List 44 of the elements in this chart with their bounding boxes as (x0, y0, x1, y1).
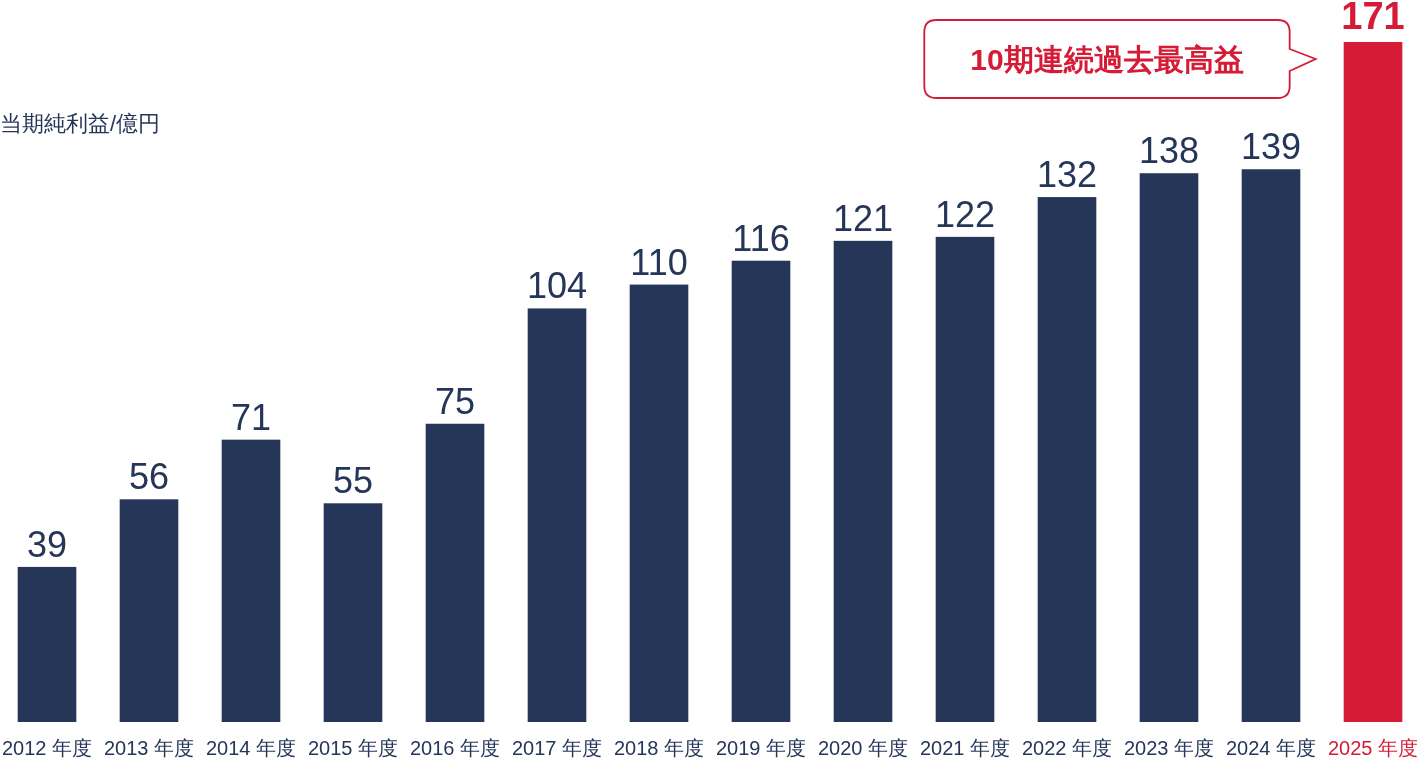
x-tick-label: 2020 年度 (817, 737, 909, 759)
bar (731, 260, 791, 722)
bar (323, 503, 383, 722)
data-label: 132 (1036, 154, 1098, 196)
bar (629, 284, 689, 722)
x-tick-label: 2018 年度 (613, 737, 705, 759)
bar (119, 499, 179, 722)
data-label: 55 (332, 460, 374, 502)
bar (17, 566, 77, 722)
x-tick-label: 2012 年度 (1, 737, 93, 759)
bar (1037, 197, 1097, 722)
data-label: 138 (1138, 130, 1200, 172)
data-label: 171 (1341, 0, 1405, 37)
y-axis-title: 当期純利益/億円 (0, 111, 161, 136)
x-tick-label: 2025 年度 (1327, 737, 1419, 759)
data-label: 104 (526, 265, 588, 307)
data-label: 122 (934, 193, 996, 235)
bar (1241, 169, 1301, 722)
x-tick-label: 2021 年度 (919, 737, 1011, 759)
annotation: 10期連続過去最高益 (970, 43, 1244, 76)
data-label: 121 (832, 197, 894, 239)
bar (425, 423, 485, 722)
x-tick-label: 2023 年度 (1123, 737, 1215, 759)
x-tick-label: 2015 年度 (307, 737, 399, 759)
bar (527, 308, 587, 722)
x-tick-label: 2017 年度 (511, 737, 603, 759)
x-tick-label: 2024 年度 (1225, 737, 1317, 759)
data-label: 116 (732, 217, 790, 259)
x-tick-label: 2013 年度 (103, 737, 195, 759)
data-label: 75 (434, 380, 476, 422)
x-tick-label: 2022 年度 (1021, 737, 1113, 759)
data-label: 56 (128, 456, 170, 498)
x-tick-label: 2014 年度 (205, 737, 297, 759)
bar (1343, 42, 1403, 722)
data-label: 110 (630, 241, 688, 283)
data-label: 139 (1240, 126, 1302, 168)
bar (1139, 173, 1199, 722)
data-label: 39 (26, 523, 68, 565)
x-tick-label: 2016 年度 (409, 737, 501, 759)
x-tick-label: 2019 年度 (715, 737, 807, 759)
bar (833, 240, 893, 722)
bar (935, 236, 995, 722)
bar (221, 439, 281, 722)
data-label: 71 (230, 396, 272, 438)
